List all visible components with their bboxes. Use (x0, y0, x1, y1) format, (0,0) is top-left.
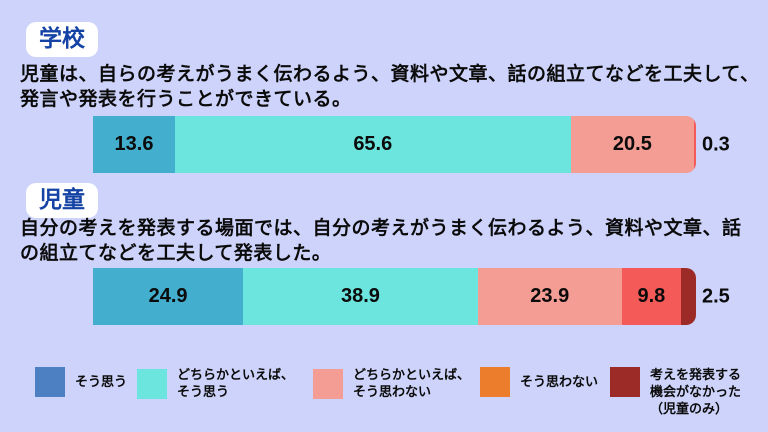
segment-value: 38.9 (340, 285, 380, 307)
children-question-text: 自分の考えを発表する場面では、自分の考えがうまく伝わるよう、資料や文章、話 の組… (20, 218, 742, 264)
bar-segment: 24.9 (93, 268, 244, 325)
legend-item-no-opportunity: 考えを発表する 機会がなかった （児童のみ） (610, 367, 741, 418)
children-bar-wrap: 24.9 38.9 23.9 9.8 2.5 (93, 268, 730, 325)
segment-value: 23.9 (530, 285, 570, 307)
bar-segment (694, 116, 696, 173)
children-badge: 児童 (26, 183, 98, 218)
segment-value: 9.8 (637, 285, 666, 307)
bar-segment: 20.5 (570, 116, 695, 173)
legend-label: どちらかといえば、 そう思わない (353, 367, 471, 399)
segment-value: 24.9 (148, 285, 188, 307)
legend-label: そう思わない (520, 373, 599, 389)
bar-segment: 38.9 (243, 268, 478, 325)
segment-value: 13.6 (114, 133, 154, 155)
legend-item-disagree: そう思わない (480, 367, 598, 397)
somewhat-agree-color-swatch (137, 368, 167, 399)
segment-value-outside: 2.5 (702, 285, 730, 307)
bar-segment: 9.8 (621, 268, 681, 325)
legend-label: どちらかといえば、 そう思う (177, 367, 295, 399)
bar-segment: 65.6 (175, 116, 571, 173)
segment-value: 65.6 (353, 133, 393, 155)
legend-item-agree: そう思う (35, 367, 127, 397)
no-opportunity-color-swatch (610, 367, 640, 397)
bar-segment: 23.9 (477, 268, 622, 325)
school-stacked-bar: 13.6 65.6 20.5 (93, 116, 696, 173)
children-stacked-bar: 24.9 38.9 23.9 9.8 (93, 268, 696, 325)
legend-item-somewhat-disagree: どちらかといえば、 そう思わない (313, 367, 470, 401)
segment-value-outside: 0.3 (702, 133, 730, 155)
agree-color-swatch (35, 367, 65, 397)
bar-segment: 13.6 (93, 116, 175, 173)
legend: そう思う どちらかといえば、 そう思う どちらかといえば、 そう思わない そう思… (0, 360, 768, 432)
legend-item-somewhat-agree: どちらかといえば、 そう思う (137, 367, 294, 401)
legend-label: 考えを発表する 機会がなかった （児童のみ） (650, 367, 742, 416)
legend-label: そう思う (75, 373, 128, 389)
school-question-text: 児童は、自らの考えがうまく伝わるよう、資料や文章、話の組立てなどを工夫して、 発… (20, 64, 760, 110)
school-badge: 学校 (26, 22, 98, 57)
somewhat-disagree-color-swatch (313, 368, 343, 399)
segment-value: 20.5 (612, 133, 652, 155)
bar-segment (680, 268, 696, 325)
disagree-color-swatch (480, 367, 510, 397)
school-bar-wrap: 13.6 65.6 20.5 0.3 (93, 116, 730, 173)
